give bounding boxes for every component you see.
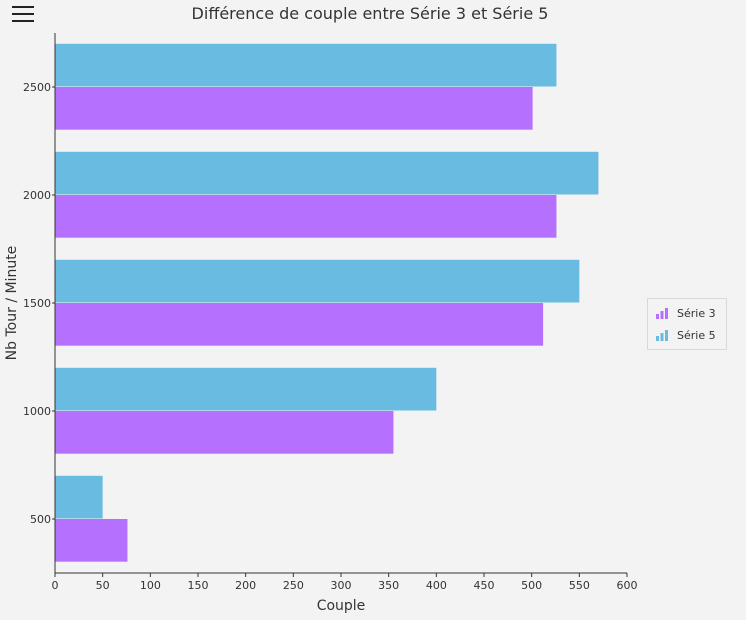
bar-s-rie-5-2500[interactable] xyxy=(55,43,557,87)
bar-s-rie-3-500[interactable] xyxy=(55,519,128,562)
legend-item-serie-5[interactable]: Série 5 xyxy=(656,327,716,343)
x-tick-label: 0 xyxy=(52,579,59,592)
bar-s-rie-3-2000[interactable] xyxy=(55,195,557,238)
x-axis-label: Couple xyxy=(317,598,366,614)
legend-label: Série 5 xyxy=(677,328,716,342)
y-tick-label: 2500 xyxy=(23,81,51,94)
x-tick-label: 200 xyxy=(235,579,256,592)
bar-s-rie-5-1500[interactable] xyxy=(55,259,580,303)
y-axis-label: Nb Tour / Minute xyxy=(4,246,20,361)
x-tick-label: 400 xyxy=(426,579,447,592)
bar-s-rie-3-1500[interactable] xyxy=(55,303,544,346)
bar-s-rie-5-2000[interactable] xyxy=(55,151,599,195)
x-tick-label: 500 xyxy=(521,579,542,592)
x-tick-label: 350 xyxy=(378,579,399,592)
y-tick-label: 1000 xyxy=(23,405,51,418)
hamburger-menu-icon[interactable] xyxy=(12,6,34,22)
x-tick-label: 50 xyxy=(96,579,110,592)
bar-series-icon xyxy=(656,308,668,319)
bar-s-rie-5-500[interactable] xyxy=(55,475,103,519)
legend-label: Série 3 xyxy=(677,306,716,320)
x-tick-label: 550 xyxy=(569,579,590,592)
bar-s-rie-3-1000[interactable] xyxy=(55,411,394,454)
x-tick-label: 250 xyxy=(283,579,304,592)
y-tick-label: 500 xyxy=(30,513,51,526)
x-tick-label: 450 xyxy=(474,579,495,592)
bar-series-icon xyxy=(656,330,668,341)
legend-item-serie-3[interactable]: Série 3 xyxy=(656,305,716,321)
y-tick-label: 2000 xyxy=(23,189,51,202)
x-tick-label: 100 xyxy=(140,579,161,592)
legend: Série 3 Série 5 xyxy=(647,298,727,350)
chart-title: Différence de couple entre Série 3 et Sé… xyxy=(191,4,549,23)
x-tick-label: 150 xyxy=(188,579,209,592)
x-tick-label: 300 xyxy=(331,579,352,592)
bar-s-rie-3-2500[interactable] xyxy=(55,87,533,130)
x-tick-label: 600 xyxy=(617,579,638,592)
y-tick-label: 1500 xyxy=(23,297,51,310)
bar-s-rie-5-1000[interactable] xyxy=(55,367,437,411)
